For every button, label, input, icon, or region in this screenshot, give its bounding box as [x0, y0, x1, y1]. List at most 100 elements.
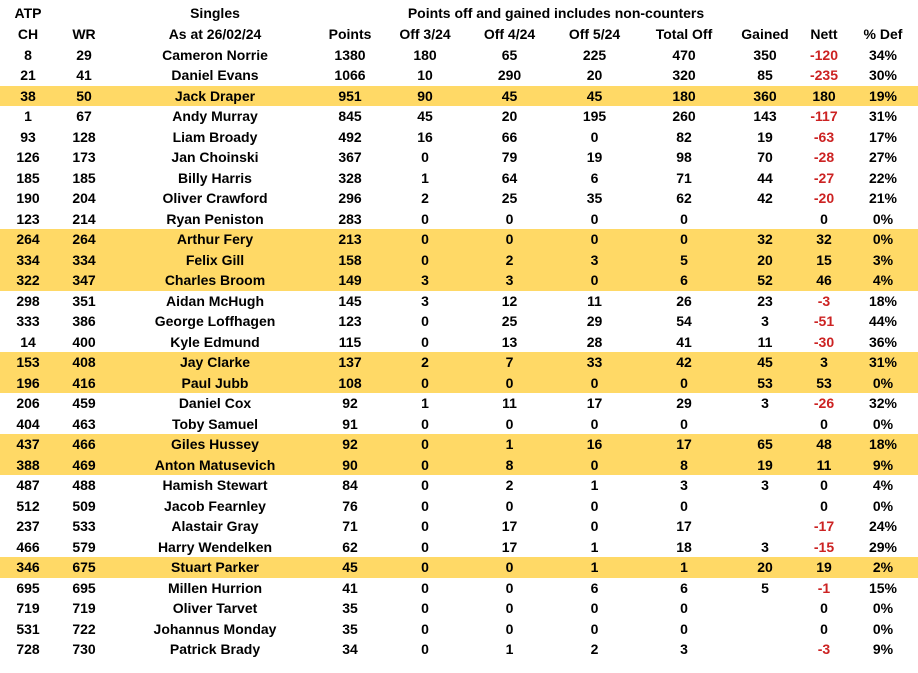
ch-cell: 719	[16, 600, 40, 616]
player-name-cell: Daniel Evans	[171, 67, 259, 83]
total-off-cell: 17	[676, 436, 692, 452]
nett-cell: -235	[809, 67, 839, 83]
ch-cell: 185	[16, 169, 40, 186]
nett-cell: -15	[813, 538, 835, 555]
off-5-24-cell: 1	[590, 477, 599, 493]
table-row: 237 533 Alastair Gray 71 0 17 0 17 -17 24%	[0, 516, 918, 537]
pct-def-cell: 36%	[868, 333, 898, 350]
player-name-cell: Alastair Gray	[171, 518, 259, 534]
pct-def-cell: 0%	[872, 210, 894, 227]
gained-cell: 3	[761, 477, 769, 493]
off-4-24-cell: 64	[501, 169, 518, 186]
points-cell: 845	[338, 108, 362, 124]
wr-cell: 400	[72, 333, 96, 350]
off-5-24-cell: 0	[590, 128, 599, 145]
ch-cell: 322	[16, 272, 40, 288]
col-header-total-off: Total Off	[655, 26, 713, 42]
ch-cell: 153	[16, 354, 40, 370]
wr-cell: 719	[72, 600, 96, 616]
total-off-cell: 26	[676, 292, 692, 309]
wr-cell: 488	[72, 477, 96, 493]
off-4-24-cell: 17	[501, 538, 518, 555]
player-name-cell: Liam Broady	[172, 128, 258, 145]
ch-cell: 93	[20, 128, 36, 145]
points-cell: 149	[338, 272, 362, 288]
points-cell: 92	[342, 436, 358, 452]
off-3-24-cell: 0	[421, 313, 429, 329]
off-5-24-cell: 16	[586, 436, 603, 452]
player-name-cell: Jack Draper	[174, 87, 256, 104]
ch-cell: 333	[16, 313, 40, 329]
player-name-cell: George Loffhagen	[154, 313, 276, 329]
total-off-cell: 0	[680, 374, 688, 391]
wr-cell: 347	[72, 272, 96, 288]
points-cell: 283	[338, 210, 362, 227]
off-4-24-cell: 25	[501, 313, 518, 329]
off-4-24-cell: 79	[501, 149, 518, 165]
nett-cell: 32	[816, 231, 832, 247]
points-cell: 45	[342, 559, 358, 575]
off-3-24-cell: 1	[421, 395, 429, 411]
table-row: 437 466 Giles Hussey 92 0 1 16 17 65 48 18%	[0, 434, 918, 455]
table-row: 21 41 Daniel Evans 1066 10 290 20 320 85 -235 30%	[0, 65, 918, 86]
player-name-cell: Giles Hussey	[171, 436, 259, 452]
nett-cell: -26	[813, 395, 835, 411]
total-off-cell: 82	[676, 128, 692, 145]
off-4-24-cell: 20	[501, 108, 518, 124]
off-3-24-cell: 0	[421, 251, 429, 268]
off-4-24-cell: 66	[501, 128, 518, 145]
off-3-24-cell: 0	[421, 477, 429, 493]
wr-cell: 50	[76, 87, 92, 104]
pct-def-cell: 9%	[872, 456, 894, 473]
points-cell: 108	[338, 374, 362, 391]
nett-cell: -3	[817, 292, 831, 309]
player-name-cell: Millen Hurrion	[167, 579, 263, 596]
off-4-24-cell: 0	[505, 415, 514, 432]
table-row: 322 347 Charles Broom 149 3 3 0 6 52 46 4%	[0, 270, 918, 291]
off-4-24-cell: 1	[505, 436, 514, 452]
table-title-row: ATP Singles Points off and gained includ…	[0, 3, 918, 24]
pct-def-cell: 18%	[868, 292, 898, 309]
off-3-24-cell: 0	[421, 518, 429, 534]
off-5-24-cell: 0	[590, 210, 599, 227]
ch-cell: 190	[16, 190, 40, 206]
off-3-24-cell: 0	[421, 538, 429, 555]
wr-cell: 533	[72, 518, 96, 534]
player-name-cell: Toby Samuel	[171, 415, 259, 432]
player-name-cell: Arthur Fery	[176, 231, 254, 247]
total-off-cell: 5	[680, 251, 688, 268]
off-4-24-cell: 0	[505, 374, 514, 391]
points-cell: 158	[338, 251, 362, 268]
total-off-cell: 98	[676, 149, 692, 165]
ch-cell: 21	[20, 67, 36, 83]
table-row: 123 214 Ryan Peniston 283 0 0 0 0 0 0%	[0, 209, 918, 230]
wr-cell: 416	[72, 374, 96, 391]
pct-def-cell: 3%	[872, 251, 894, 268]
off-4-24-cell: 25	[501, 190, 518, 206]
gained-cell: 52	[757, 272, 773, 288]
total-off-cell: 29	[676, 395, 692, 411]
total-off-cell: 18	[676, 538, 692, 555]
points-cell: 367	[338, 149, 362, 165]
off-3-24-cell: 0	[421, 641, 429, 657]
nett-cell: -120	[809, 46, 839, 63]
off-5-24-cell: 0	[590, 620, 599, 637]
off-4-24-cell: 65	[501, 46, 518, 63]
table-body: 8 29 Cameron Norrie 1380 180 65 225 470 350 -120 3…	[0, 45, 918, 660]
table-row: 190 204 Oliver Crawford 296 2 25 35 62 42 -20 21%	[0, 188, 918, 209]
gained-cell: 143	[753, 108, 777, 124]
points-cell: 71	[342, 518, 358, 534]
off-4-24-cell: 7	[505, 354, 514, 370]
wr-cell: 334	[72, 251, 96, 268]
pct-def-cell: 9%	[872, 641, 894, 657]
total-off-cell: 3	[680, 477, 688, 493]
wr-cell: 509	[72, 497, 96, 514]
off-5-24-cell: 1	[590, 538, 599, 555]
points-cell: 35	[342, 600, 358, 616]
nett-cell: -51	[813, 313, 835, 329]
off-4-24-cell: 0	[505, 620, 514, 637]
off-4-24-cell: 0	[505, 579, 514, 596]
gained-cell: 3	[761, 395, 769, 411]
player-name-cell: Stuart Parker	[171, 559, 259, 575]
off-3-24-cell: 0	[421, 497, 429, 514]
